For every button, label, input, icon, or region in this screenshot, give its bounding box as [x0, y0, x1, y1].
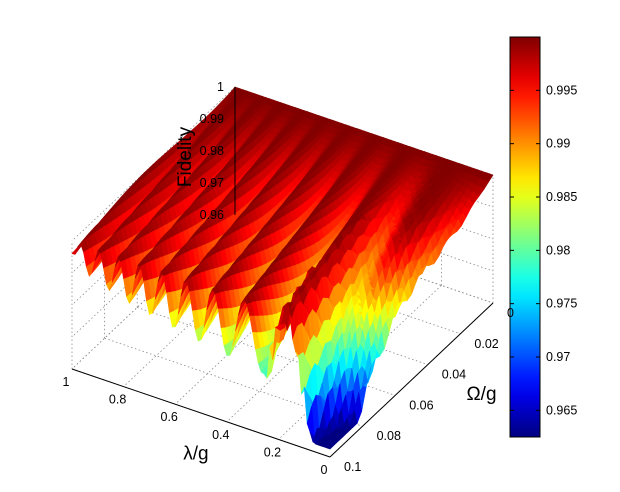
omega-tick-label: 0	[507, 306, 514, 320]
colorbar-tick-label: 0.985	[546, 190, 577, 204]
gridline	[104, 337, 363, 427]
colorbar-frame	[509, 36, 541, 438]
z-tick-label: 0.97	[200, 176, 224, 190]
omega-axis-label: Ω/g	[466, 384, 496, 405]
colorbar-tick-label: 0.975	[546, 297, 577, 311]
omega-tick-label: 0.02	[474, 337, 498, 351]
colorbar-tick-label: 0.99	[546, 137, 570, 151]
omega-axis-line	[329, 302, 494, 458]
colorbar-tick-label: 0.97	[546, 350, 570, 364]
axes-layer	[71, 87, 494, 458]
z-tick-label: 0.96	[200, 208, 224, 222]
fidelity-surface	[71, 86, 494, 450]
colorbar-gradient	[510, 37, 540, 437]
surface-patch	[326, 443, 336, 450]
colorbar: 0.995 0.99 0.985 0.98 0.975 0.97 0.965	[509, 36, 577, 438]
lambda-tick-label: 0.8	[109, 393, 126, 407]
colorbar-tick-label: 0.965	[546, 403, 577, 417]
z-tick-label: 0.98	[200, 144, 224, 158]
lambda-tick-label: 0.6	[161, 410, 178, 424]
colorbar-tick-label: 0.995	[546, 83, 577, 97]
z-tick-label: 0.99	[200, 112, 224, 126]
colorbar-tick-label: 0.98	[546, 243, 570, 257]
omega-tick-label: 0.08	[377, 429, 401, 443]
omega-tick-label: 0.1	[344, 460, 361, 474]
lambda-tick-label: 0	[321, 463, 328, 477]
z-axis-label: Fidelity	[175, 126, 196, 187]
z-tick-label: 1	[217, 80, 224, 94]
lambda-axis-line	[71, 368, 331, 458]
lambda-tick-label: 0.2	[264, 445, 281, 459]
lambda-axis-label: λ/g	[183, 443, 208, 464]
label-layer: 1 0.99 0.98 0.97 0.96 1 0.8 0.6 0.4 0.2 0 0 0.02 0.04…	[63, 80, 514, 477]
omega-tick-label: 0.04	[442, 368, 466, 382]
lambda-tick-label: 0.4	[212, 428, 229, 442]
lambda-tick-label: 1	[63, 375, 70, 389]
omega-tick-label: 0.06	[409, 398, 433, 412]
